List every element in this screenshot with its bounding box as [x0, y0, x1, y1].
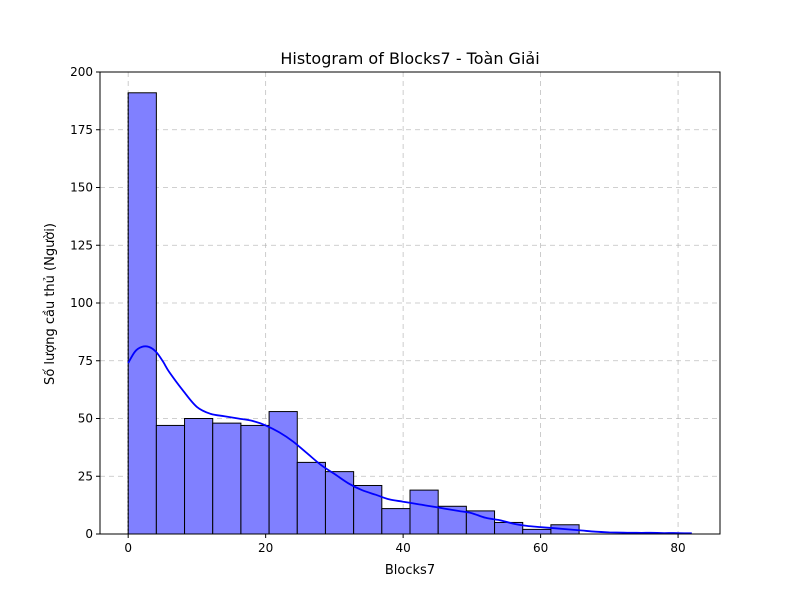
histogram-bar: [212, 422, 242, 535]
y-axis-ticks: 0 25 50 75 100 125 150 175 200: [70, 65, 100, 541]
histogram-bar: [184, 418, 214, 535]
histogram-bar: [409, 489, 439, 535]
histogram-bar: [381, 508, 411, 535]
y-tick-label: 150: [70, 181, 93, 195]
y-tick-label: 100: [70, 296, 93, 310]
x-axis-ticks: 0 20 40 60 80: [124, 534, 686, 555]
chart-title: Histogram of Blocks7 - Toàn Giải: [280, 49, 539, 68]
histogram-bar: [240, 424, 270, 535]
x-tick-label: 20: [258, 541, 273, 555]
x-tick-label: 60: [533, 541, 548, 555]
y-tick-label: 0: [85, 527, 93, 541]
histogram-bar: [268, 411, 298, 535]
y-tick-label: 50: [78, 412, 93, 426]
x-tick-label: 80: [670, 541, 685, 555]
bars-layer: [127, 92, 580, 535]
histogram-bar: [522, 528, 552, 535]
y-tick-label: 125: [70, 238, 93, 252]
histogram-bar: [296, 461, 326, 535]
y-tick-label: 200: [70, 65, 93, 79]
y-tick-label: 25: [78, 469, 93, 483]
histogram-bar: [465, 510, 496, 535]
y-axis-label: Số lượng cầu thủ (Người): [43, 223, 58, 385]
x-tick-label: 40: [395, 541, 410, 555]
kde-curve: [127, 345, 692, 535]
histogram-bar: [324, 471, 355, 535]
x-tick-label: 0: [124, 541, 132, 555]
y-tick-label: 75: [78, 354, 93, 368]
y-tick-label: 175: [70, 123, 93, 137]
histogram-bar: [155, 424, 186, 535]
histogram-bar: [353, 484, 383, 535]
histogram-bar: [127, 92, 157, 535]
x-axis-label: Blocks7: [385, 563, 435, 578]
